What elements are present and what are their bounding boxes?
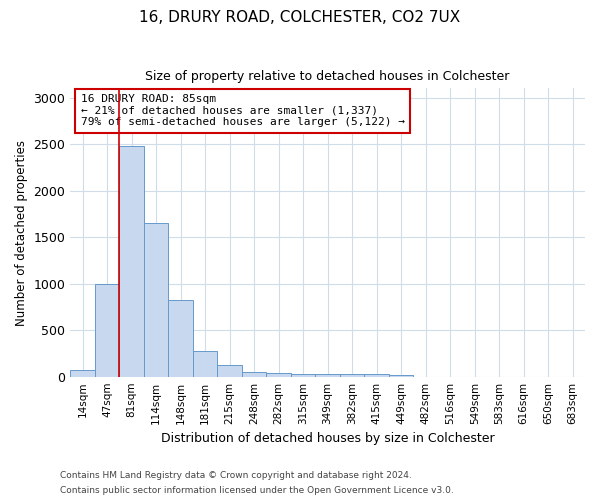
Text: Contains HM Land Registry data © Crown copyright and database right 2024.: Contains HM Land Registry data © Crown c… — [60, 471, 412, 480]
Text: 16, DRURY ROAD, COLCHESTER, CO2 7UX: 16, DRURY ROAD, COLCHESTER, CO2 7UX — [139, 10, 461, 25]
Text: 16 DRURY ROAD: 85sqm
← 21% of detached houses are smaller (1,337)
79% of semi-de: 16 DRURY ROAD: 85sqm ← 21% of detached h… — [80, 94, 404, 128]
Bar — [242, 372, 266, 376]
Bar — [316, 374, 340, 376]
Bar — [364, 374, 389, 376]
Bar — [340, 374, 364, 376]
Bar — [144, 223, 169, 376]
Bar — [193, 351, 217, 376]
Y-axis label: Number of detached properties: Number of detached properties — [15, 140, 28, 326]
Bar — [217, 364, 242, 376]
Bar — [389, 375, 413, 376]
Bar — [291, 374, 316, 376]
Title: Size of property relative to detached houses in Colchester: Size of property relative to detached ho… — [145, 70, 510, 83]
Text: Contains public sector information licensed under the Open Government Licence v3: Contains public sector information licen… — [60, 486, 454, 495]
Bar — [119, 146, 144, 376]
Bar — [169, 300, 193, 376]
Bar — [95, 284, 119, 376]
Bar — [266, 374, 291, 376]
X-axis label: Distribution of detached houses by size in Colchester: Distribution of detached houses by size … — [161, 432, 494, 445]
Bar — [70, 370, 95, 376]
